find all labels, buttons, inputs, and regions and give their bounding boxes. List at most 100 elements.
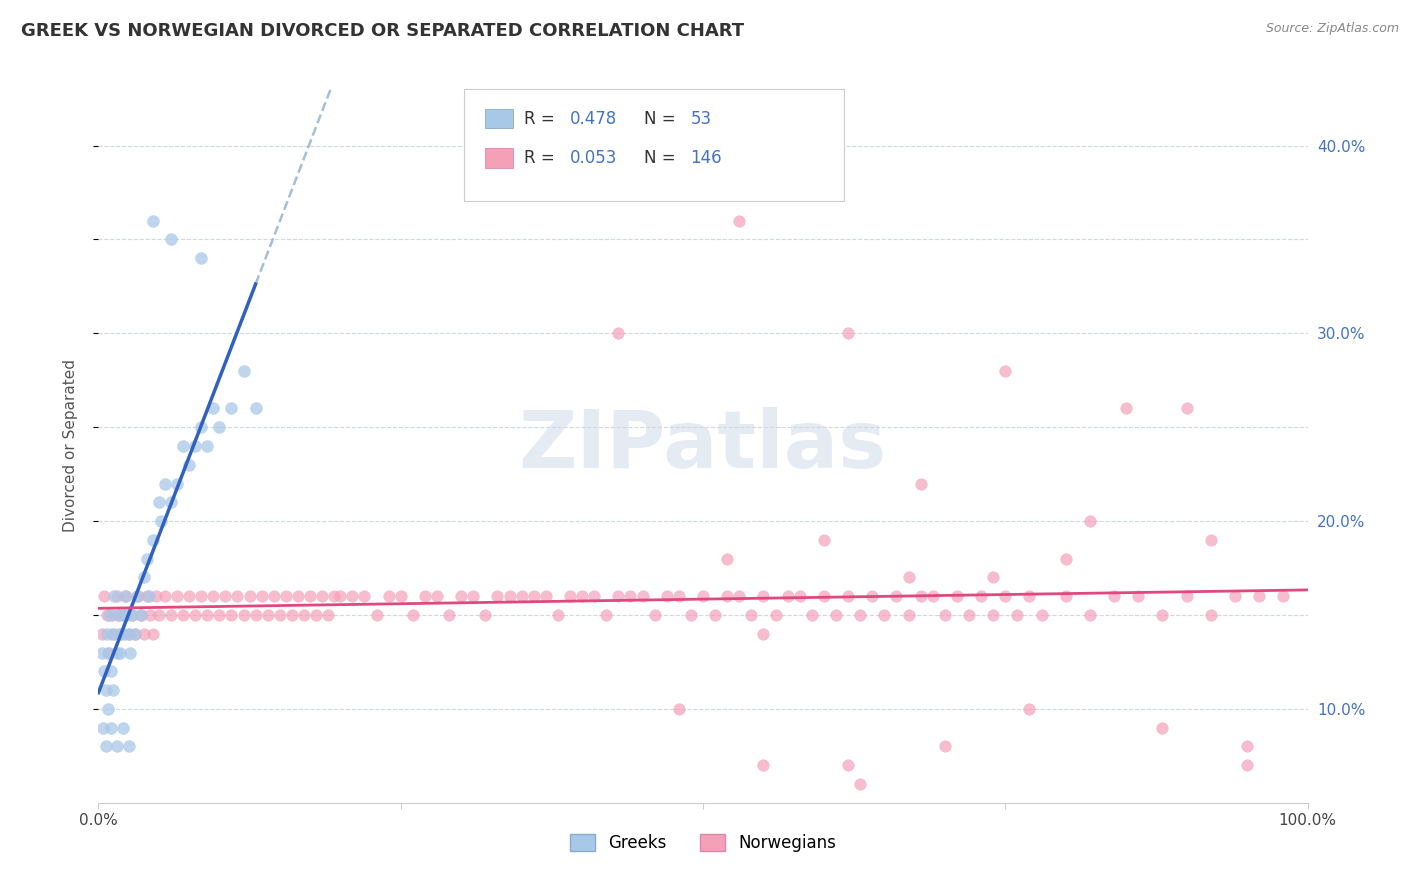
Point [1018,702,1040,716]
Point [96,627,118,641]
Point [353,589,375,603]
Point [110,627,132,641]
Point [1249,589,1271,603]
Point [98,607,121,622]
Point [232,607,254,622]
Point [934,607,956,622]
Point [498,589,520,603]
Point [547,607,569,622]
Point [112,627,135,641]
Point [108,627,131,641]
Point [208,607,231,622]
Point [752,758,775,772]
Point [97,702,120,716]
Point [148,607,170,622]
Point [245,401,267,416]
Point [1078,514,1101,528]
Point [184,607,207,622]
Point [692,589,714,603]
Point [813,533,835,547]
Point [825,607,848,622]
Text: R =: R = [524,110,561,128]
Point [179,589,201,603]
Text: Source: ZipAtlas.com: Source: ZipAtlas.com [1265,22,1399,36]
Point [145,589,167,603]
Point [105,646,128,660]
Point [202,589,225,603]
Point [342,589,364,603]
Point [437,607,460,622]
Point [1102,589,1125,603]
Point [239,589,262,603]
Point [105,589,128,603]
Point [100,627,122,641]
Point [1236,739,1258,754]
Text: N =: N = [644,149,681,167]
Point [93,665,115,679]
Point [837,758,859,772]
Point [166,476,188,491]
Point [121,607,143,622]
Point [463,589,485,603]
Point [607,326,630,341]
Point [728,589,751,603]
Point [139,607,162,622]
Point [981,570,1004,584]
Point [1054,551,1077,566]
Point [299,589,322,603]
Point [631,589,654,603]
Point [1152,721,1174,735]
Point [129,607,152,622]
Point [287,589,309,603]
Point [112,607,135,622]
Point [256,607,278,622]
Point [897,570,920,584]
Point [323,589,346,603]
Point [138,589,160,603]
Point [118,627,141,641]
Point [208,420,231,434]
Point [160,232,183,246]
Point [115,607,138,622]
Point [100,607,122,622]
Point [426,589,449,603]
Point [281,607,304,622]
Point [921,589,943,603]
Point [910,476,932,491]
Point [305,607,328,622]
Point [752,627,775,641]
Point [668,589,690,603]
Point [94,683,117,698]
Point [776,589,799,603]
Point [135,589,157,603]
Point [124,627,146,641]
Point [1152,607,1174,622]
Point [142,627,165,641]
Point [728,213,751,227]
Point [740,607,762,622]
Point [214,589,236,603]
Point [957,607,980,622]
Point [752,589,775,603]
Point [1175,589,1198,603]
Point [118,739,141,754]
Point [121,607,143,622]
Point [202,401,225,416]
Point [232,364,254,378]
Point [97,646,120,660]
Point [486,589,509,603]
Point [558,589,581,603]
Point [195,439,218,453]
Point [108,646,131,660]
Point [523,589,546,603]
Point [402,607,425,622]
Point [897,607,920,622]
Point [150,514,173,528]
Point [655,589,678,603]
Point [263,589,285,603]
Point [849,607,872,622]
Point [105,739,128,754]
Point [704,607,727,622]
Point [190,589,212,603]
Point [91,646,114,660]
